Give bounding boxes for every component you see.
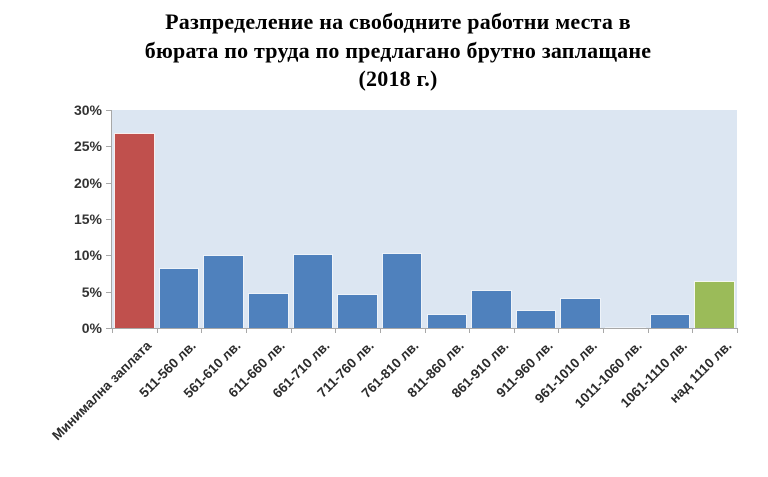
x-tick-mark	[737, 328, 738, 333]
y-tick-label: 15%	[73, 211, 102, 227]
bar	[337, 293, 378, 328]
bar	[381, 253, 423, 328]
y-tick-label: 20%	[73, 174, 102, 191]
x-tick-mark	[513, 328, 515, 333]
x-tick-mark	[647, 328, 649, 333]
y-tick-label: 10%	[73, 247, 102, 264]
bar	[247, 293, 289, 328]
bar-slot	[291, 110, 336, 328]
x-tick-mark	[335, 328, 337, 333]
x-tick-mark	[469, 328, 471, 333]
x-tick-mark	[379, 328, 381, 333]
y-tick-mark	[106, 146, 112, 148]
bar	[515, 309, 557, 328]
chart-title: Разпределение на свободните работни мест…	[144, 9, 652, 92]
bar-slot	[380, 110, 425, 328]
bar-slot	[469, 110, 514, 328]
bar	[471, 289, 512, 328]
bars-container	[112, 110, 737, 328]
y-tick-label: 25%	[73, 138, 102, 155]
bar-slot	[335, 110, 380, 328]
bar	[605, 326, 646, 328]
y-tick-mark	[106, 328, 112, 329]
y-tick-mark	[106, 219, 112, 220]
x-tick-mark	[201, 328, 203, 333]
bar-slot	[603, 110, 648, 328]
bar	[292, 253, 334, 328]
bar-slot	[558, 110, 603, 328]
x-tick-mark	[424, 328, 426, 333]
bar	[203, 254, 244, 328]
x-tick-mark	[112, 328, 113, 333]
bar-slot	[648, 110, 693, 328]
y-tick-label: 30%	[73, 102, 102, 118]
bar-slot	[112, 110, 157, 328]
bar	[114, 132, 155, 328]
y-tick-mark	[106, 182, 112, 184]
bar-slot	[246, 110, 291, 328]
bar	[560, 298, 602, 328]
bar-slot	[692, 110, 737, 328]
x-tick-mark	[245, 328, 247, 333]
x-tick-mark	[156, 328, 158, 333]
x-tick-mark	[692, 328, 694, 333]
y-tick-mark	[106, 255, 112, 257]
y-tick-label: 0%	[81, 320, 102, 336]
bar-slot	[514, 110, 559, 328]
bar	[158, 267, 200, 328]
y-tick-mark	[106, 110, 112, 111]
bar	[426, 314, 468, 328]
bar-slot	[157, 110, 202, 328]
y-tick-mark	[106, 291, 112, 293]
bar	[649, 314, 691, 328]
x-tick-mark	[603, 328, 605, 333]
x-tick-mark	[558, 328, 560, 333]
bar-slot	[424, 110, 469, 328]
x-tick-mark	[290, 328, 292, 333]
bar	[694, 280, 735, 328]
bar-slot	[201, 110, 246, 328]
y-tick-label: 5%	[81, 283, 102, 300]
